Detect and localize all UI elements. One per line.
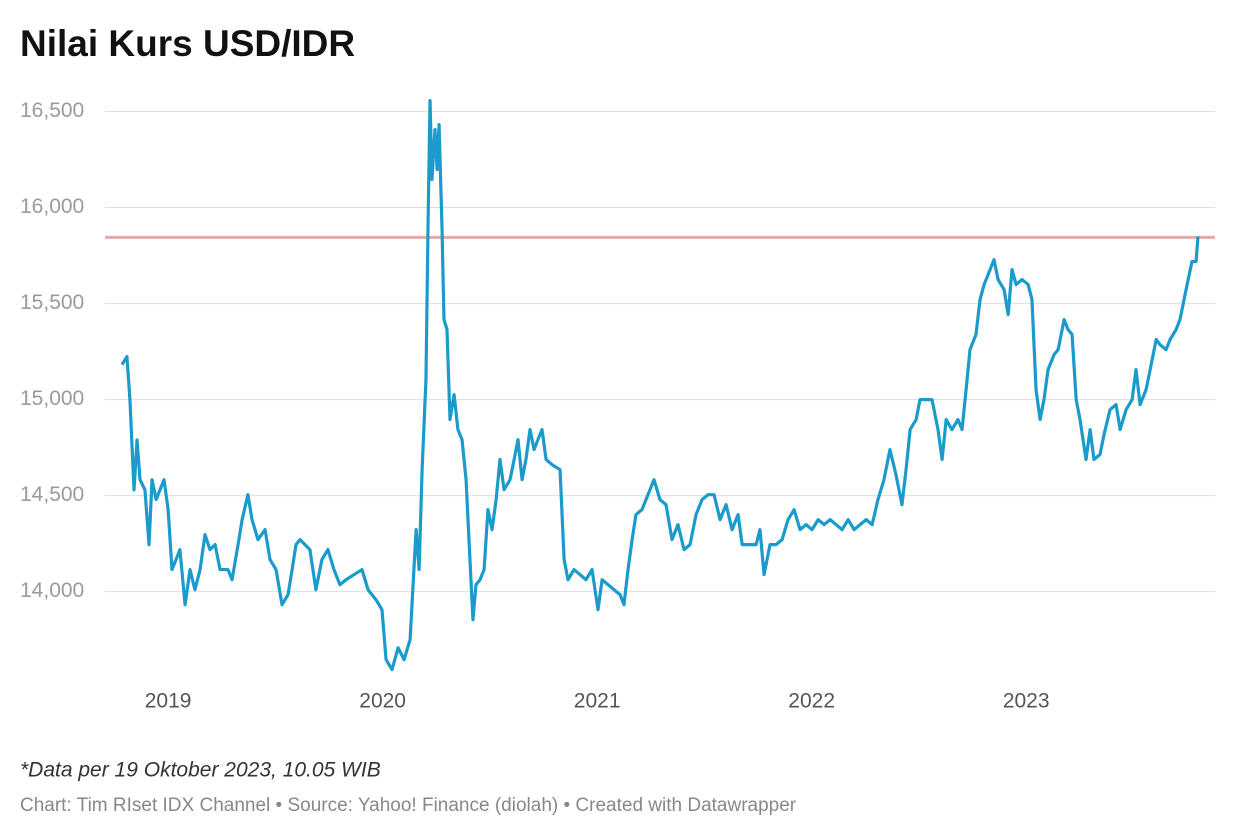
- x-tick-label: 2021: [574, 690, 621, 713]
- x-tick-label: 2022: [788, 690, 835, 713]
- data-line: [120, 98, 1200, 672]
- x-tick-label: 2019: [145, 690, 192, 713]
- x-tick-label: 2023: [1003, 690, 1050, 713]
- y-tick-label: 16,000: [20, 195, 84, 218]
- y-tick-label: 15,500: [20, 291, 84, 314]
- note: *Data per 19 Oktober 2023, 10.05 WIB: [20, 759, 381, 782]
- y-tick-label: 14,000: [20, 579, 84, 602]
- y-tick-label: 16,500: [20, 99, 84, 122]
- y-tick-label: 14,500: [20, 483, 84, 506]
- chart-title: Nilai Kurs USD/IDR: [20, 23, 355, 64]
- source: Chart: Tim RIset IDX Channel • Source: Y…: [20, 795, 797, 816]
- x-tick-label: 2020: [359, 690, 406, 713]
- y-tick-label: 15,000: [20, 387, 84, 410]
